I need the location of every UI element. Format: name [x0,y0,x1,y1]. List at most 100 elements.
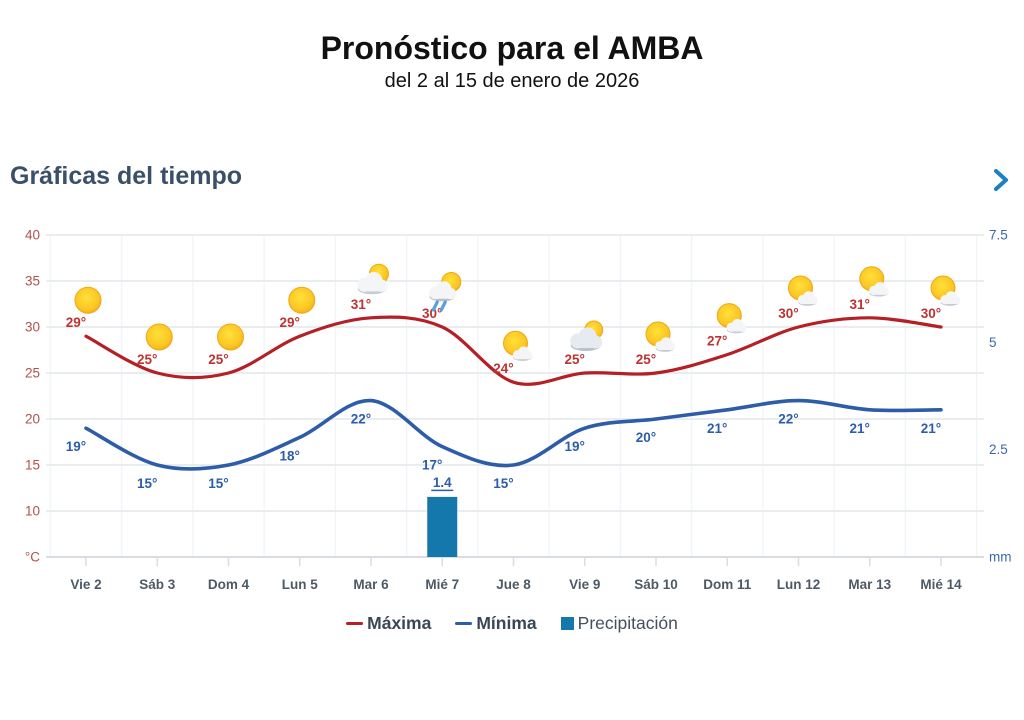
weather-icons [74,263,961,362]
svg-text:24°: 24° [493,361,513,376]
section-header: Gráficas del tiempo [10,162,1014,198]
svg-text:15°: 15° [493,476,513,491]
sunny-icon [145,323,173,351]
cloud-shape [655,337,676,352]
svg-text:5: 5 [989,335,997,350]
mostly-cloudy-icon [570,320,604,351]
svg-text:30°: 30° [422,306,442,321]
svg-text:22°: 22° [778,412,798,427]
cloud-shape [726,318,747,334]
svg-text:10: 10 [25,504,40,519]
section-title: Gráficas del tiempo [10,162,243,190]
cloud-shape [797,291,818,306]
chart-legend: Máxima Mínima Precipitación [0,613,1024,634]
minima-line [84,398,943,471]
sun-cloud-icon [788,275,818,306]
svg-text:Mar 6: Mar 6 [353,577,389,592]
svg-text:Vie 9: Vie 9 [569,577,600,592]
svg-text:27°: 27° [707,334,727,349]
precipitation-bars: 1.4 [427,475,458,557]
sunny-icon [217,323,244,351]
cloud-shape [869,282,889,297]
sun-cloud-icon [716,303,747,334]
cloud-shape [570,327,603,351]
svg-text:Vie 2: Vie 2 [70,577,101,592]
svg-text:19°: 19° [66,439,86,454]
maxima-line-swatch [346,621,364,626]
svg-text:19°: 19° [565,439,585,454]
legend-label-maxima: Máxima [367,613,432,633]
svg-text:7.5: 7.5 [989,228,1008,243]
svg-text:40: 40 [25,228,40,243]
x-axis-ticks [85,557,942,566]
page-subtitle: del 2 al 15 de enero de 2026 [384,70,640,92]
svg-text:21°: 21° [707,421,727,436]
svg-text:21°: 21° [850,421,870,436]
minima-labels: 19° 15° 15° 18° 22° 17° 15° 19° 20° 21° 22° 21° 21° [66,412,941,491]
svg-text:18°: 18° [280,448,300,463]
legend-item-minima[interactable]: Mínima [455,613,537,634]
svg-text:Mié 7: Mié 7 [425,577,459,592]
svg-text:25°: 25° [137,352,157,367]
chevron-right-icon[interactable] [990,168,1012,192]
right-axis-labels: 7.5 5 2.5 mm [989,228,1012,565]
svg-text:Lun 5: Lun 5 [282,577,318,592]
page-title: Pronóstico para el AMBA [320,30,704,66]
sun-cloud-icon [930,275,961,306]
svg-text:Sáb 3: Sáb 3 [139,577,176,592]
svg-text:Dom 4: Dom 4 [208,577,250,592]
cloud-shape [429,281,457,302]
svg-text:17°: 17° [422,458,442,473]
precip-value-label: 1.4 [433,475,452,490]
x-axis-day-labels: Vie 2 Sáb 3 Dom 4 Lun 5 Mar 6 Mié 7 Jue 8 Vie 9… [70,577,962,592]
svg-text:21°: 21° [921,421,941,436]
svg-text:mm: mm [989,550,1012,565]
precipitacion-bar-swatch [560,617,574,630]
svg-text:25°: 25° [208,352,228,367]
svg-text:25°: 25° [636,352,656,367]
svg-text:15: 15 [25,458,40,473]
svg-text:°C: °C [25,550,40,565]
sunny-icon [288,286,316,314]
svg-text:Jue 8: Jue 8 [496,577,531,592]
vertical-gridlines [49,235,978,557]
maxima-labels: 29° 25° 25° 29° 31° 30° 24° 25° 25° 27° 30° 31° 30° [66,297,941,376]
svg-text:2.5: 2.5 [989,442,1008,457]
svg-text:15°: 15° [208,476,228,491]
svg-text:15°: 15° [137,476,157,491]
svg-text:30°: 30° [778,306,798,321]
rain-icon [429,272,462,312]
left-axis-labels: 40 35 30 25 20 15 10 °C [25,228,40,565]
svg-text:30: 30 [25,320,40,335]
title-block: Pronóstico para el AMBA del 2 al 15 de e… [0,30,1024,93]
legend-item-precipitacion[interactable]: Precipitación [560,613,678,634]
minima-line-swatch [455,621,473,626]
svg-text:20: 20 [25,412,40,427]
svg-text:Mar 13: Mar 13 [848,577,891,592]
svg-text:29°: 29° [280,315,300,330]
svg-text:31°: 31° [351,297,371,312]
svg-text:25: 25 [25,366,40,381]
maxima-line [84,315,943,386]
cloud-shape [940,291,961,306]
svg-text:25°: 25° [565,352,585,367]
svg-text:30°: 30° [921,306,941,321]
svg-text:Dom 11: Dom 11 [703,577,752,592]
cloud-shape [512,346,533,362]
svg-text:Mié 14: Mié 14 [920,577,962,592]
precip-bar [427,496,458,557]
svg-text:Lun 12: Lun 12 [777,577,821,592]
sunny-icon [74,286,102,314]
partly-cloudy-icon [357,263,389,295]
legend-label-minima: Mínima [476,613,537,633]
svg-text:22°: 22° [351,412,371,427]
sun-cloud-icon [859,266,889,297]
sun-cloud-icon [503,330,533,362]
sun-cloud-icon [645,321,676,352]
svg-text:20°: 20° [636,430,656,445]
svg-text:31°: 31° [850,297,870,312]
legend-item-maxima[interactable]: Máxima [346,613,431,634]
horizontal-gridlines [46,234,984,558]
svg-text:Sáb 10: Sáb 10 [634,577,678,592]
